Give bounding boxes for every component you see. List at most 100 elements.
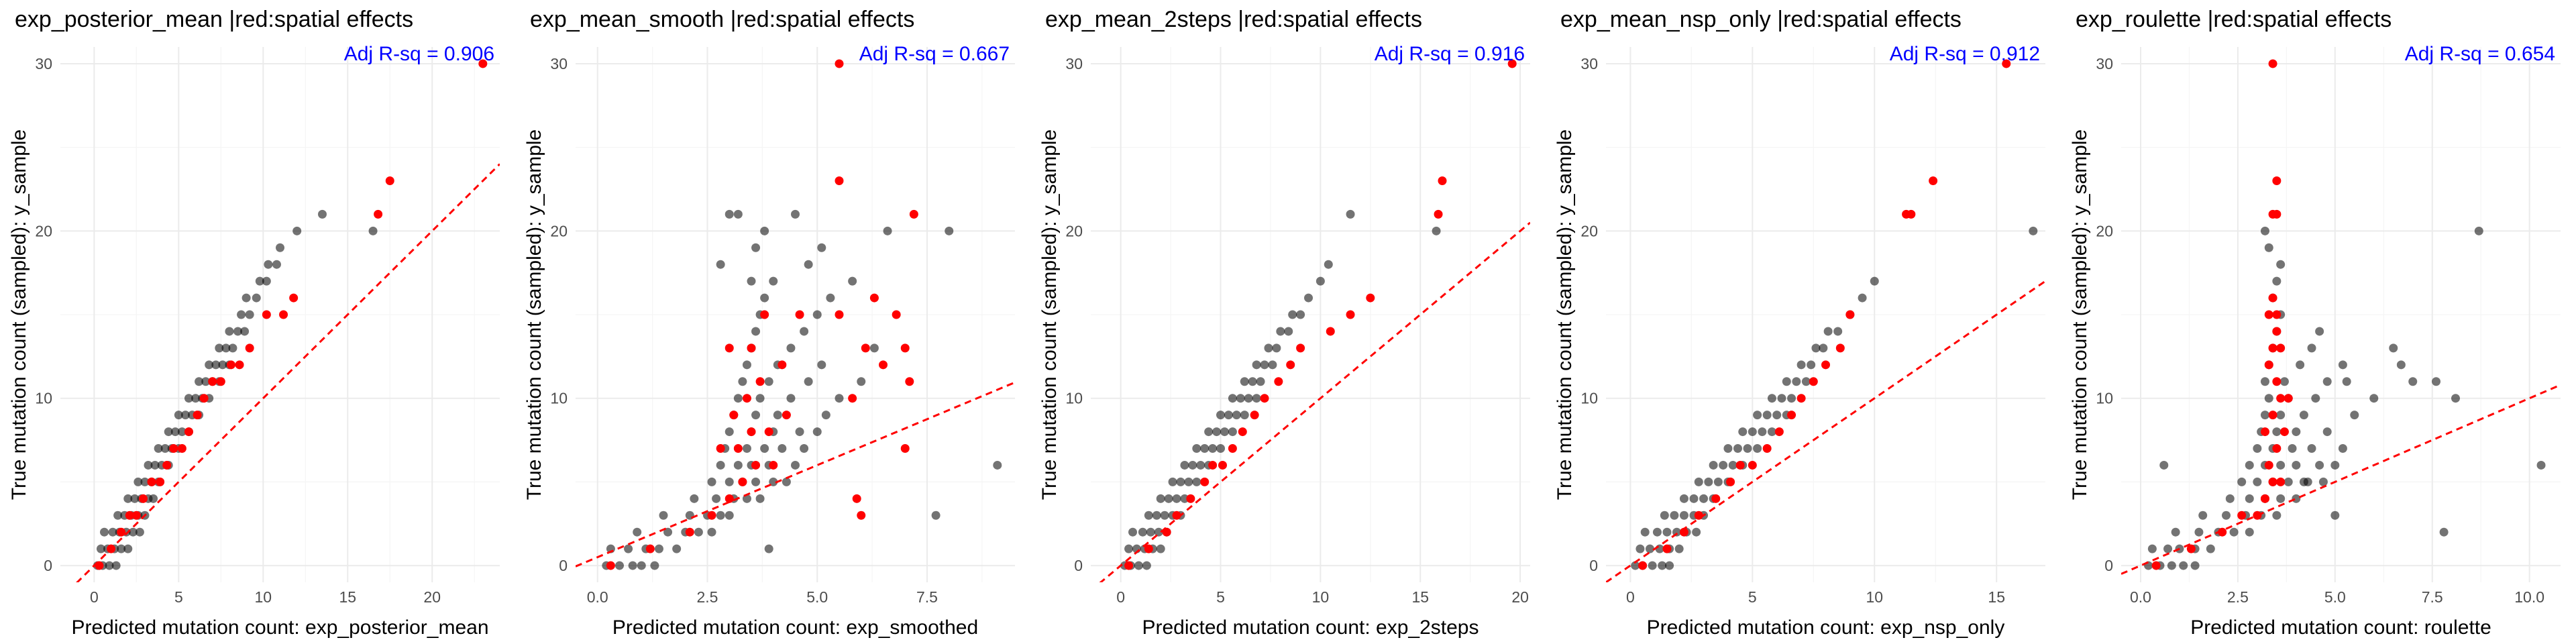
data-point-spatial bbox=[177, 444, 186, 453]
data-point bbox=[742, 444, 751, 453]
data-point-spatial bbox=[1200, 477, 1210, 486]
x-tick-label: 0 bbox=[90, 588, 99, 606]
y-tick-label: 0 bbox=[44, 557, 52, 574]
data-point bbox=[2299, 477, 2308, 486]
data-point bbox=[764, 544, 773, 553]
y-tick-label: 0 bbox=[1589, 557, 1598, 574]
data-point-spatial bbox=[2268, 59, 2277, 68]
data-point bbox=[2296, 360, 2305, 370]
data-point-spatial bbox=[2272, 377, 2282, 386]
data-point bbox=[2194, 527, 2204, 537]
data-point bbox=[751, 327, 761, 336]
data-point bbox=[1316, 276, 1325, 286]
data-point bbox=[1748, 427, 1757, 437]
chart-panel-3: 0 5 10 15 20 0 10 20 30 exp_mean_2steps |red:spat… bbox=[1030, 0, 1546, 644]
data-point bbox=[2276, 460, 2286, 470]
data-point bbox=[672, 544, 682, 553]
data-point bbox=[2272, 276, 2282, 286]
data-point bbox=[255, 276, 264, 286]
data-point bbox=[777, 444, 787, 453]
data-point bbox=[1192, 477, 1201, 486]
data-point bbox=[2288, 444, 2297, 453]
points-layer bbox=[93, 59, 488, 570]
data-point bbox=[130, 494, 140, 503]
data-point-spatial bbox=[733, 444, 743, 453]
data-point bbox=[751, 477, 761, 486]
data-point bbox=[760, 293, 769, 303]
data-point bbox=[654, 544, 663, 553]
data-point bbox=[1184, 477, 1193, 486]
adj-rsq-annotation: Adj R-sq = 0.667 bbox=[859, 43, 1010, 65]
data-point-spatial bbox=[2218, 527, 2227, 537]
data-point-spatial bbox=[724, 494, 734, 503]
y-axis-title: True mutation count (sampled): y_sample bbox=[2069, 129, 2091, 500]
data-point bbox=[2253, 444, 2262, 453]
data-point bbox=[241, 293, 251, 303]
data-point-spatial bbox=[777, 360, 787, 370]
data-point bbox=[123, 544, 133, 553]
data-point bbox=[2276, 260, 2286, 269]
fit-line bbox=[76, 163, 500, 582]
x-tick-label: 15 bbox=[1988, 588, 2005, 606]
data-point bbox=[1640, 527, 1650, 537]
data-point-spatial bbox=[2268, 477, 2277, 486]
data-point bbox=[633, 527, 642, 537]
data-point bbox=[180, 411, 190, 420]
data-point-spatial bbox=[645, 544, 655, 553]
data-point-spatial bbox=[2260, 494, 2269, 503]
data-point bbox=[821, 411, 830, 420]
data-point bbox=[1753, 444, 1762, 453]
data-point bbox=[108, 527, 117, 537]
data-point bbox=[2389, 343, 2398, 353]
x-axis-title: Predicted mutation count: exp_nsp_only bbox=[1647, 616, 2005, 639]
grid bbox=[2121, 47, 2561, 582]
data-point bbox=[2318, 477, 2328, 486]
adj-rsq-annotation: Adj R-sq = 0.916 bbox=[1375, 43, 1525, 65]
data-point-spatial bbox=[289, 293, 299, 303]
data-point bbox=[1236, 394, 1245, 403]
data-point-spatial bbox=[262, 310, 271, 319]
data-point-spatial bbox=[226, 360, 235, 370]
data-point bbox=[2229, 527, 2239, 537]
data-point bbox=[123, 494, 133, 503]
x-tick-label: 5 bbox=[1748, 588, 1757, 606]
data-point-spatial bbox=[1907, 209, 1916, 219]
data-point bbox=[685, 511, 694, 520]
data-point-spatial bbox=[852, 494, 861, 503]
x-tick-label: 2.5 bbox=[697, 588, 718, 606]
data-point bbox=[628, 561, 637, 570]
x-tick-label: 10.0 bbox=[2514, 588, 2544, 606]
data-point bbox=[2536, 460, 2546, 470]
data-point bbox=[1240, 411, 1249, 420]
data-point bbox=[1658, 561, 1667, 570]
data-point bbox=[211, 360, 221, 370]
data-point bbox=[2272, 427, 2282, 437]
y-axis-title: True mutation count (sampled): y_sample bbox=[523, 129, 545, 500]
data-point bbox=[215, 343, 224, 353]
chart-title: exp_mean_nsp_only |red:spatial effects bbox=[1560, 7, 1962, 32]
data-point-spatial bbox=[2276, 477, 2286, 486]
data-point-spatial bbox=[835, 59, 844, 68]
data-point bbox=[2322, 427, 2332, 437]
data-point bbox=[663, 527, 673, 537]
data-point bbox=[1252, 394, 1261, 403]
fit-line bbox=[576, 381, 1015, 568]
data-point bbox=[262, 276, 271, 286]
data-point bbox=[659, 511, 668, 520]
data-point bbox=[117, 544, 126, 553]
data-point-spatial bbox=[1711, 494, 1721, 503]
x-tick-label: 20 bbox=[1511, 588, 1529, 606]
data-point bbox=[2299, 411, 2308, 420]
data-point-spatial bbox=[2272, 310, 2282, 319]
data-point bbox=[733, 209, 743, 219]
data-point-spatial bbox=[2272, 327, 2282, 336]
data-point bbox=[1694, 477, 1703, 486]
data-point bbox=[2206, 544, 2215, 553]
x-tick-label: 10 bbox=[1866, 588, 1883, 606]
data-point-spatial bbox=[1726, 477, 1735, 486]
data-point-spatial bbox=[1662, 544, 1672, 553]
data-point bbox=[1777, 394, 1786, 403]
x-tick-label: 0.0 bbox=[587, 588, 608, 606]
data-point bbox=[2276, 411, 2286, 420]
data-point bbox=[1200, 444, 1210, 453]
